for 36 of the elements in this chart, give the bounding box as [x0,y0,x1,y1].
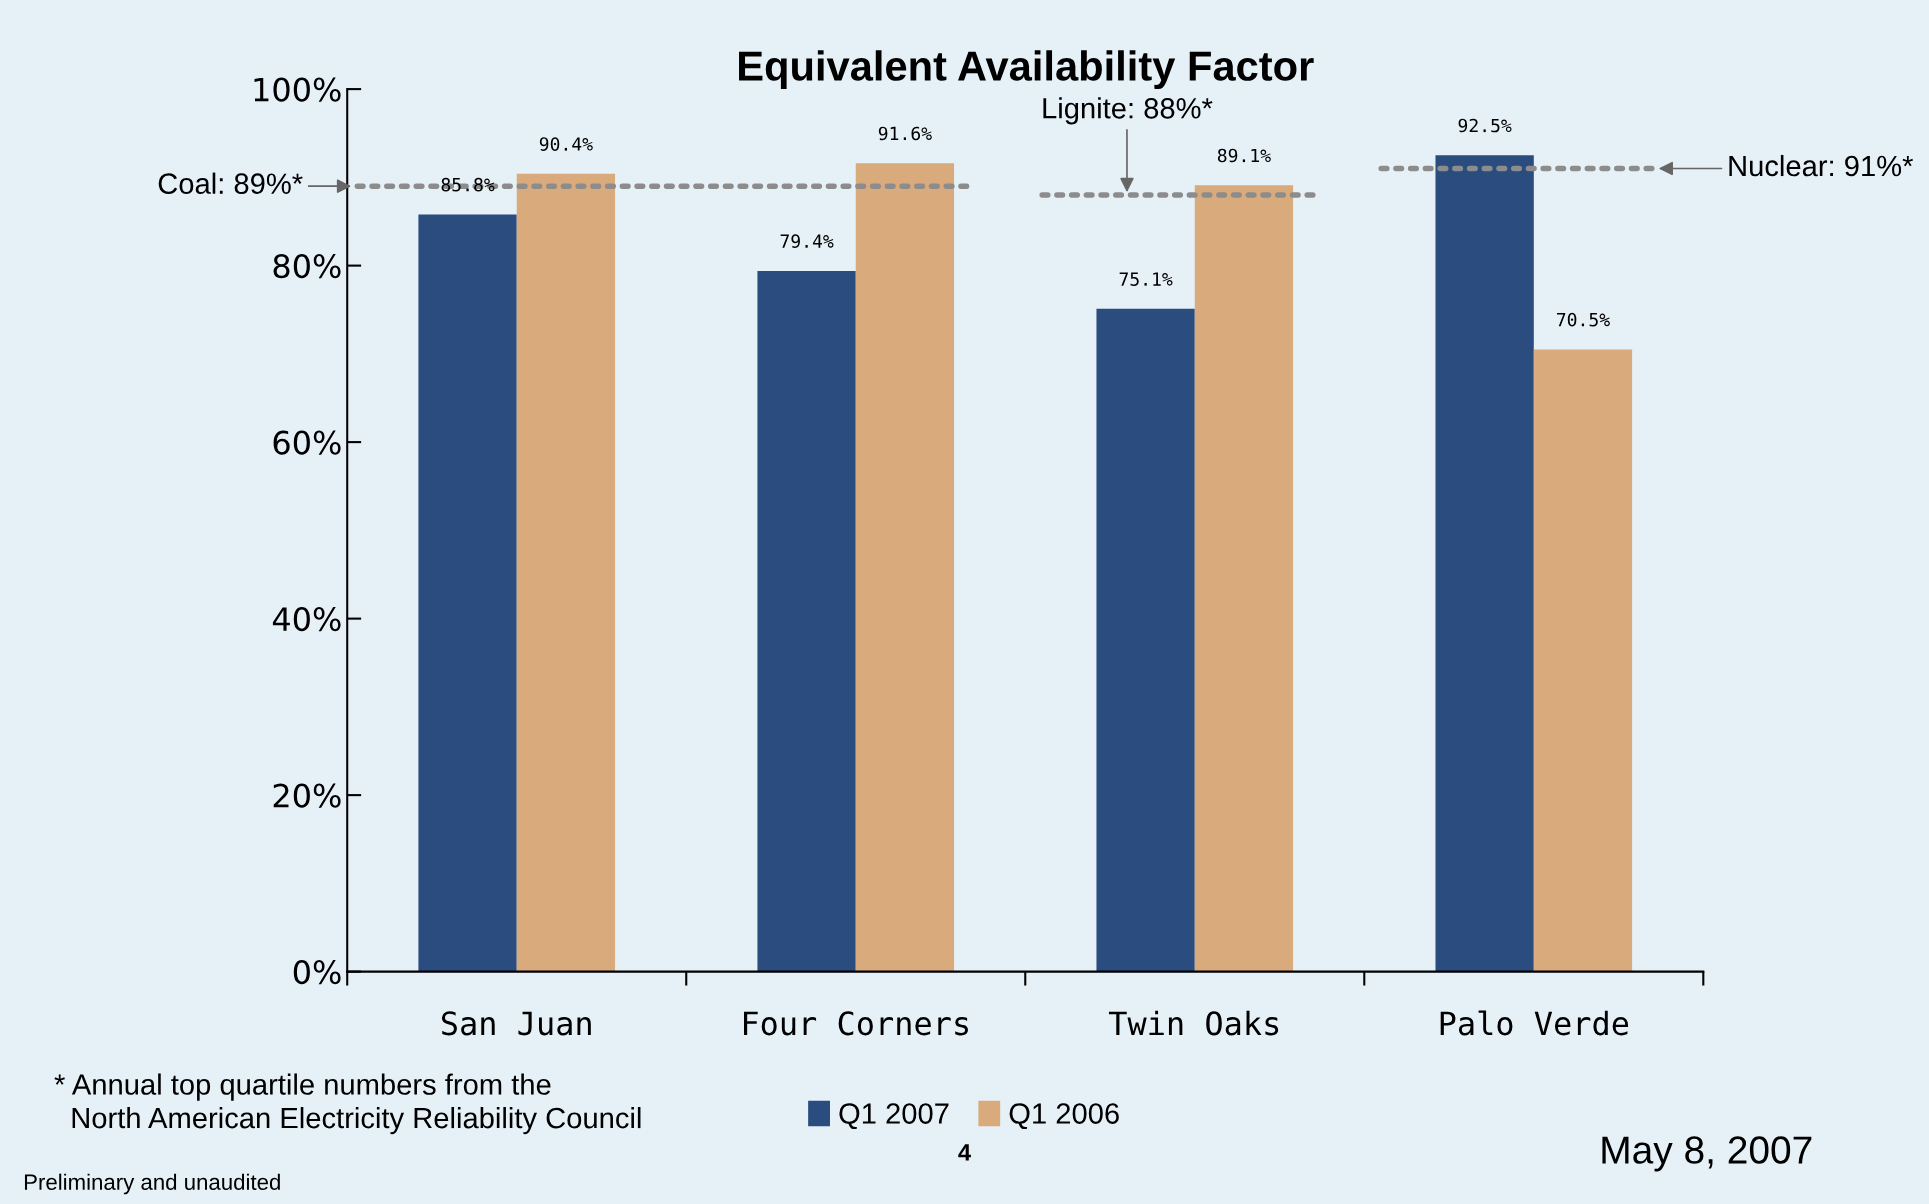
y-tick-label: 40% [272,607,341,632]
ref-line-label: Nuclear: 91%* [1729,154,1914,177]
bar [418,214,517,972]
y-tick-label: 100% [254,77,341,102]
legend-label: Q1 2006 [1009,1103,1119,1130]
y-tick-label: 20% [273,783,341,808]
chart-title: Equivalent Availability Factor [739,50,1314,90]
x-tick-label: Twin Oaks [1108,1010,1279,1036]
bar [516,173,616,972]
legend-label: Q1 2007 [839,1103,949,1130]
x-tick-label: Palo Verde [1440,1010,1629,1036]
data-label: 70.5% [1557,312,1610,327]
text: May 8, 2007 [1602,1136,1812,1172]
text: Preliminary and unaudited [24,1173,280,1195]
bar [757,270,856,972]
bar [1533,349,1633,972]
data-label: 85.8% [441,177,495,192]
text: 4 [958,1144,971,1161]
ref-line-label: Lignite: 88%* [1043,97,1213,125]
data-label: 91.6% [878,126,932,141]
y-tick-label: 80% [273,254,341,279]
y-tick-label: 0% [293,960,341,985]
data-label: 75.1% [1119,272,1173,286]
text: * Annual top quartile numbers from the North American Electricity Reliability Council [54,1073,641,1135]
y-tick-label: 60% [273,430,341,455]
x-tick-label: San Juan [441,1011,591,1036]
bar [1435,155,1534,972]
data-label: 90.4% [539,137,593,151]
ref-line-label: Coal: 89%* [158,172,303,194]
data-label: 79.4% [780,234,834,248]
bar [1194,185,1294,972]
data-label: 92.5% [1458,118,1512,133]
x-tick-label: Four Corners [744,1011,968,1036]
data-label: 89.1% [1217,148,1271,163]
bar [855,163,955,972]
bar [1096,308,1195,972]
